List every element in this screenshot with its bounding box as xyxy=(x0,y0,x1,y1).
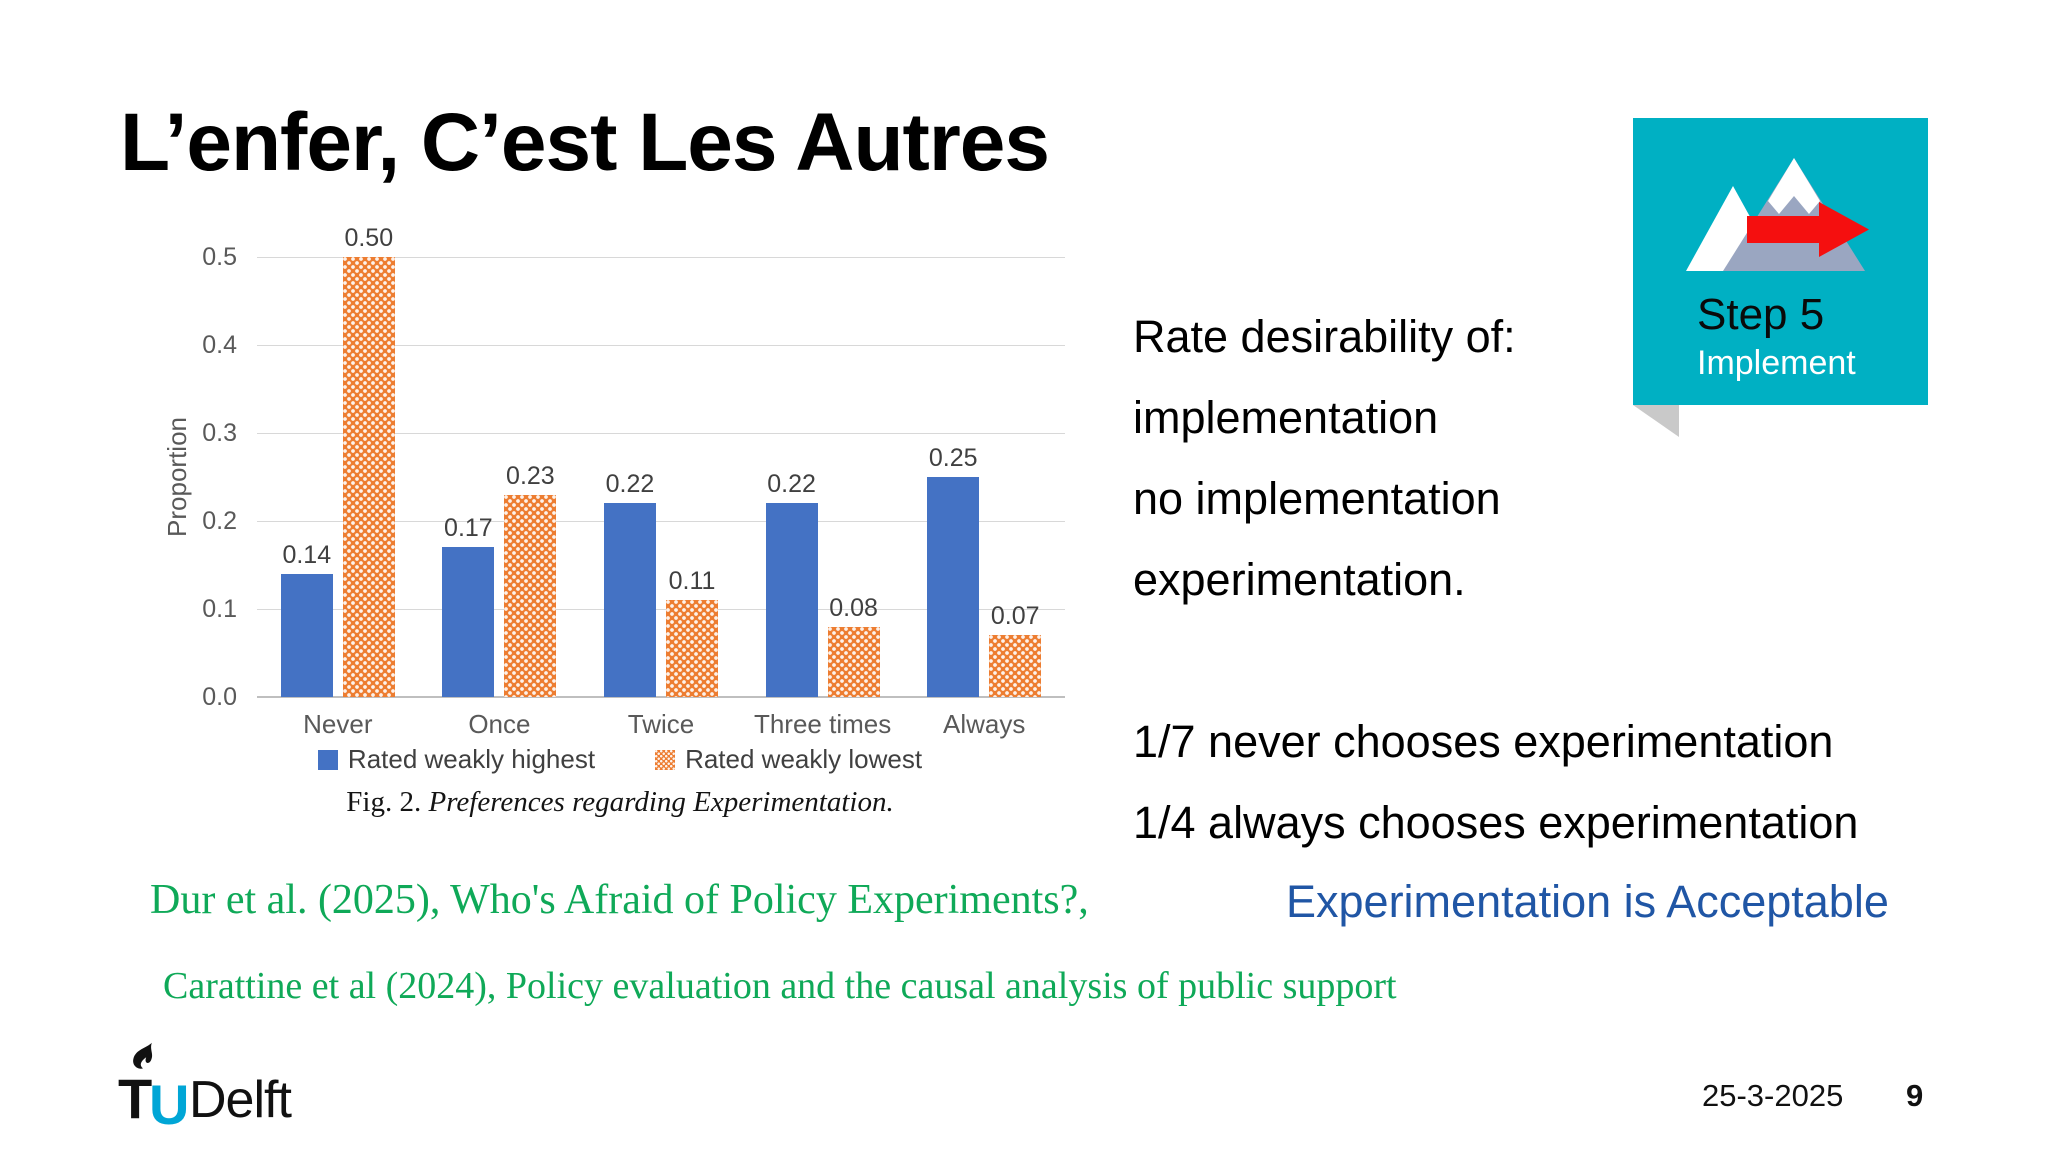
x-category-label: Once xyxy=(468,709,531,739)
y-tick-label: 0.3 xyxy=(202,419,237,447)
rate-line-4: experimentation. xyxy=(1133,554,1466,605)
conclusion-text: Experimentation is Acceptable xyxy=(1286,876,1889,927)
gridline xyxy=(257,345,1065,346)
bar-value-label: 0.50 xyxy=(344,224,394,252)
bar-value-label: 0.17 xyxy=(444,514,493,543)
figure-caption-text: Preferences regarding Experimentation. xyxy=(428,786,894,818)
bar-value-label: 0.07 xyxy=(990,602,1040,631)
x-category-label: Always xyxy=(943,709,1026,739)
stat-line-never: 1/7 never chooses experimentation xyxy=(1133,716,1834,767)
arrow-right-icon xyxy=(1747,202,1869,257)
bar-rated-highest xyxy=(927,477,980,697)
y-tick-label: 0.4 xyxy=(202,331,237,359)
tudelft-logo: T U Delft xyxy=(118,1040,338,1136)
step-label: Implement xyxy=(1697,344,1856,382)
bar-value-label: 0.22 xyxy=(605,470,655,499)
bar-rated-highest xyxy=(280,573,333,697)
legend-item-lowest: Rated weakly lowest xyxy=(655,744,922,775)
x-category-label: Twice xyxy=(627,709,695,739)
bar-value-label: 0.23 xyxy=(506,461,555,490)
bar-rated-lowest xyxy=(989,635,1042,697)
legend-item-highest: Rated weakly highest xyxy=(317,744,596,775)
gridline xyxy=(257,696,1065,698)
citation-dur: Dur et al. (2025), Who's Afraid of Polic… xyxy=(150,877,1089,923)
bar-rated-lowest xyxy=(504,494,557,697)
rate-text-block: Rate desirability of: implementation no … xyxy=(1133,296,1516,620)
citation-carattine: Carattine et al (2024), Policy evaluatio… xyxy=(163,965,1397,1007)
bar-rated-lowest xyxy=(666,600,718,697)
bar-value-label: 0.11 xyxy=(668,567,716,596)
figure-caption: Fig. 2. Preferences regarding Experiment… xyxy=(220,786,1020,819)
mountain-icon xyxy=(1686,158,1869,271)
y-axis: Proportion xyxy=(160,257,194,697)
plot-area: 0.0 0.1 0.2 0.3 0.4 0.5 Never 0.14 0.50 Once 0.17 0… xyxy=(202,224,1065,739)
logo-u: U xyxy=(149,1073,190,1136)
legend-swatch-highest xyxy=(317,749,338,770)
flame-icon xyxy=(133,1042,153,1069)
page-number: 9 xyxy=(1906,1078,1924,1113)
slide-date: 25-3-2025 xyxy=(1702,1078,1844,1113)
legend-label-lowest: Rated weakly lowest xyxy=(685,744,923,774)
gridline xyxy=(257,521,1065,522)
rate-line-3: no implementation xyxy=(1133,473,1501,524)
bar-rated-lowest xyxy=(342,257,395,697)
step-badge: Step 5 Implement xyxy=(1633,118,1928,437)
x-category-label: Three times xyxy=(753,709,892,739)
legend-label-highest: Rated weakly highest xyxy=(347,744,596,774)
gridline xyxy=(257,257,1065,258)
y-tick-label: 0.2 xyxy=(202,507,237,535)
y-tick-label: 0.5 xyxy=(202,243,237,271)
legend-swatch-lowest xyxy=(655,749,676,770)
stat-line-always: 1/4 always chooses experimentation xyxy=(1133,797,1859,848)
bar-value-label: 0.25 xyxy=(928,444,978,472)
gridline xyxy=(257,609,1065,610)
badge-fold xyxy=(1633,405,1679,437)
bar-rated-highest xyxy=(442,547,495,697)
y-tick-label: 0.1 xyxy=(202,595,237,623)
gridline xyxy=(257,433,1065,434)
y-tick-label: 0.0 xyxy=(202,683,237,711)
logo-t: T xyxy=(118,1067,153,1130)
bar-rated-highest xyxy=(604,503,656,697)
bar-rated-lowest xyxy=(827,626,880,697)
slide-title: L’enfer, C’est Les Autres xyxy=(120,97,1050,188)
bar-value-label: 0.08 xyxy=(829,593,878,622)
x-category-label: Never xyxy=(303,709,373,739)
bar-rated-highest xyxy=(765,503,818,697)
bar-chart-figure: Proportion 0.0 0.1 0.2 0.3 0.4 0.5 Never 0.14 0.… xyxy=(140,190,1090,855)
bar-value-label: 0.22 xyxy=(767,470,816,499)
logo-name: Delft xyxy=(189,1071,292,1129)
figure-caption-prefix: Fig. 2. xyxy=(346,786,422,818)
chart-legend: Rated weakly highest Rated weakly lowest xyxy=(260,744,980,775)
step-number: Step 5 xyxy=(1697,290,1825,339)
rate-line-1: Rate desirability of: xyxy=(1133,311,1516,362)
bar-value-label: 0.14 xyxy=(282,540,332,569)
rate-line-2: implementation xyxy=(1133,392,1439,443)
